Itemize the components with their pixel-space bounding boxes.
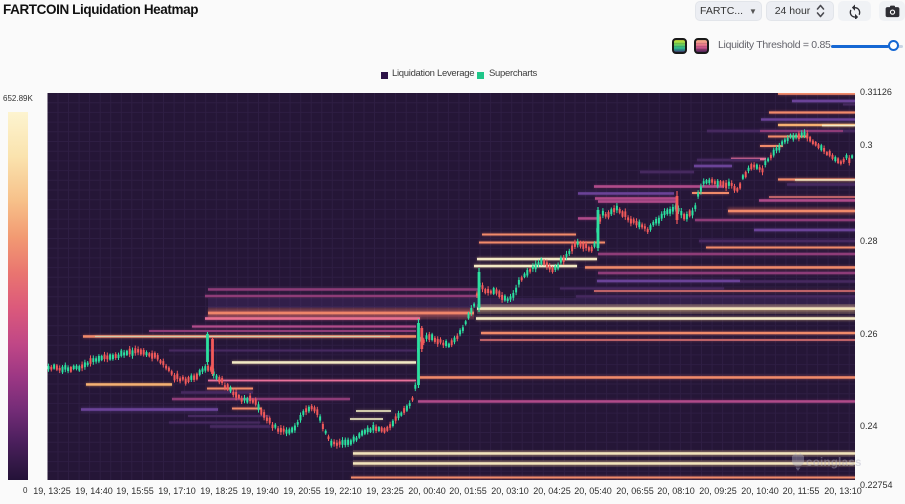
- svg-text:coinglass: coinglass: [806, 457, 862, 469]
